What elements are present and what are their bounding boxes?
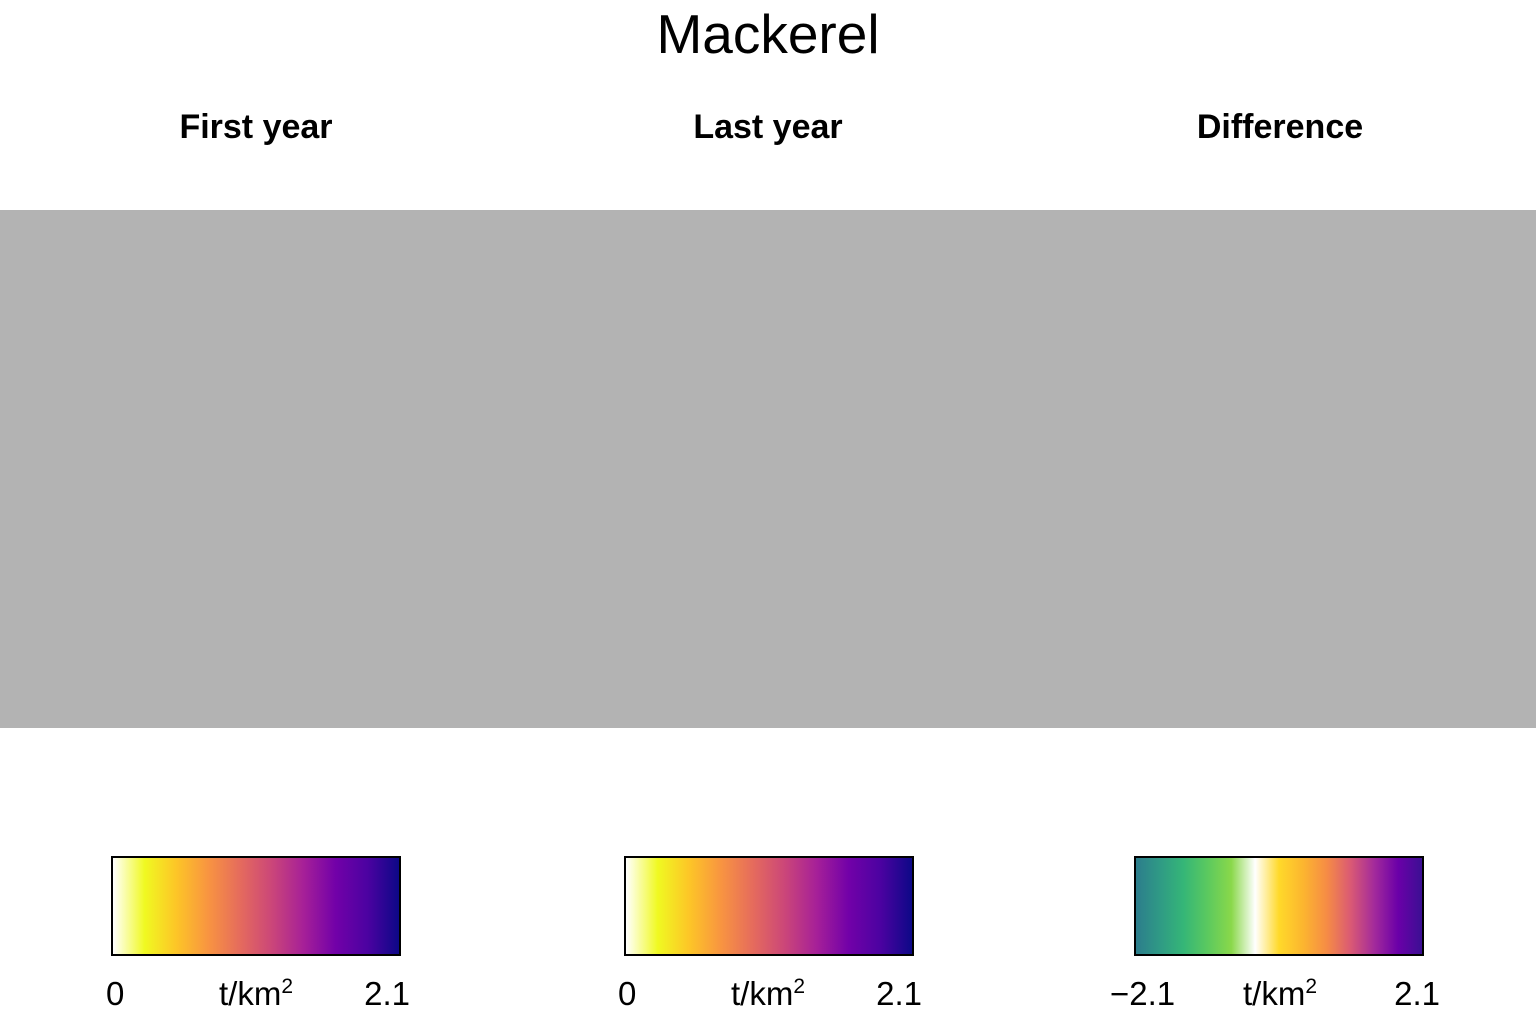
legend-unit-label-difference: t/km2: [1242, 975, 1317, 1012]
legend-row: 0 t/km2 2.1 0 t/km2 2.1 −2.1 t/km2 2.1: [0, 820, 1536, 1030]
legend-min-label-difference: −2.1: [1110, 975, 1176, 1012]
colorbar-first-year: [111, 856, 401, 956]
legend-labels-last-year: 0 t/km2 2.1: [592, 975, 944, 1020]
legend-unit-label-first-year: t/km2: [218, 975, 293, 1012]
panel-title-first-year: First year: [179, 108, 333, 146]
panel-title-row: First year Last year Difference: [0, 108, 1536, 168]
panel-title-difference: Difference: [1196, 108, 1364, 146]
legend-last-year: 0 t/km2 2.1: [512, 820, 1024, 1030]
legend-max-label-last-year: 2.1: [876, 975, 922, 1012]
maps-band: [0, 210, 1536, 728]
legend-difference: −2.1 t/km2 2.1: [1024, 820, 1536, 1030]
legend-min-label-last-year: 0: [618, 975, 637, 1012]
legend-labels-first-year: 0 t/km2 2.1: [80, 975, 432, 1020]
legend-min-label-first-year: 0: [106, 975, 125, 1012]
legend-unit-label-last-year: t/km2: [730, 975, 805, 1012]
panel-title-last-year: Last year: [693, 108, 843, 146]
legend-max-label-first-year: 2.1: [364, 975, 410, 1012]
legend-max-label-difference: 2.1: [1394, 975, 1440, 1012]
legend-first-year: 0 t/km2 2.1: [0, 820, 512, 1030]
figure-title: Mackerel: [656, 3, 880, 65]
colorbar-last-year: [624, 856, 914, 956]
colorbar-difference: [1134, 856, 1424, 956]
legend-labels-difference: −2.1 t/km2 2.1: [1102, 975, 1458, 1020]
